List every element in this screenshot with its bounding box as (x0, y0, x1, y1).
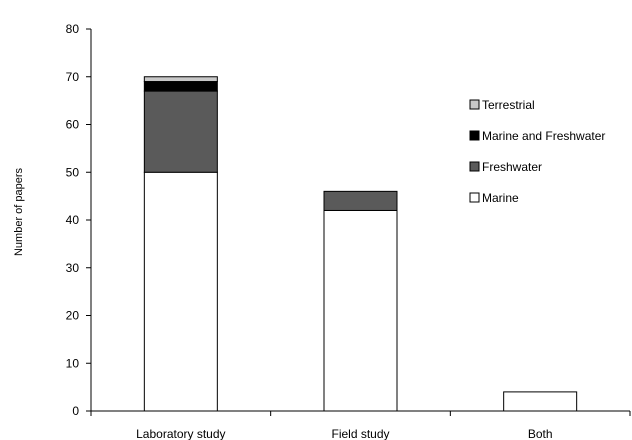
y-tick-label: 40 (66, 213, 80, 227)
legend: Terrestrial Marine and Freshwater Freshwat… (469, 98, 605, 205)
legend-swatch (469, 192, 480, 203)
x-category-label: Laboratory study (136, 427, 225, 440)
y-tick-label: 50 (66, 165, 80, 179)
legend-label: Marine (482, 191, 519, 205)
legend-swatch (469, 99, 480, 110)
y-tick-label: 0 (72, 404, 79, 418)
y-tick-label: 20 (66, 309, 80, 323)
legend-swatch (469, 161, 480, 172)
x-axis: Laboratory study Field study Both (90, 410, 631, 440)
bar-segment-marine-and-freshwater (143, 81, 218, 92)
x-category-label: Field study (331, 427, 389, 440)
legend-label: Freshwater (482, 160, 542, 174)
y-axis: 0 10 20 30 40 50 60 70 80 (66, 22, 92, 418)
y-tick-label: 80 (66, 22, 80, 36)
bar-segment-marine (503, 391, 578, 412)
y-axis-label: Number of papers (13, 167, 25, 256)
legend-swatch (469, 130, 480, 141)
y-tick-label: 70 (66, 70, 80, 84)
y-tick-label: 10 (66, 356, 80, 370)
legend-label: Marine and Freshwater (482, 129, 605, 143)
bar-segment-marine (143, 171, 218, 412)
y-tick-label: 60 (66, 118, 80, 132)
bar-segment-marine (323, 209, 398, 412)
x-category-label: Both (528, 427, 553, 440)
bar-segment-freshwater (143, 90, 218, 173)
bars (143, 76, 578, 412)
bar-segment-terrestrial (143, 76, 218, 83)
legend-label: Terrestrial (482, 98, 535, 112)
bar-segment-freshwater (323, 190, 398, 211)
y-tick-label: 30 (66, 261, 80, 275)
